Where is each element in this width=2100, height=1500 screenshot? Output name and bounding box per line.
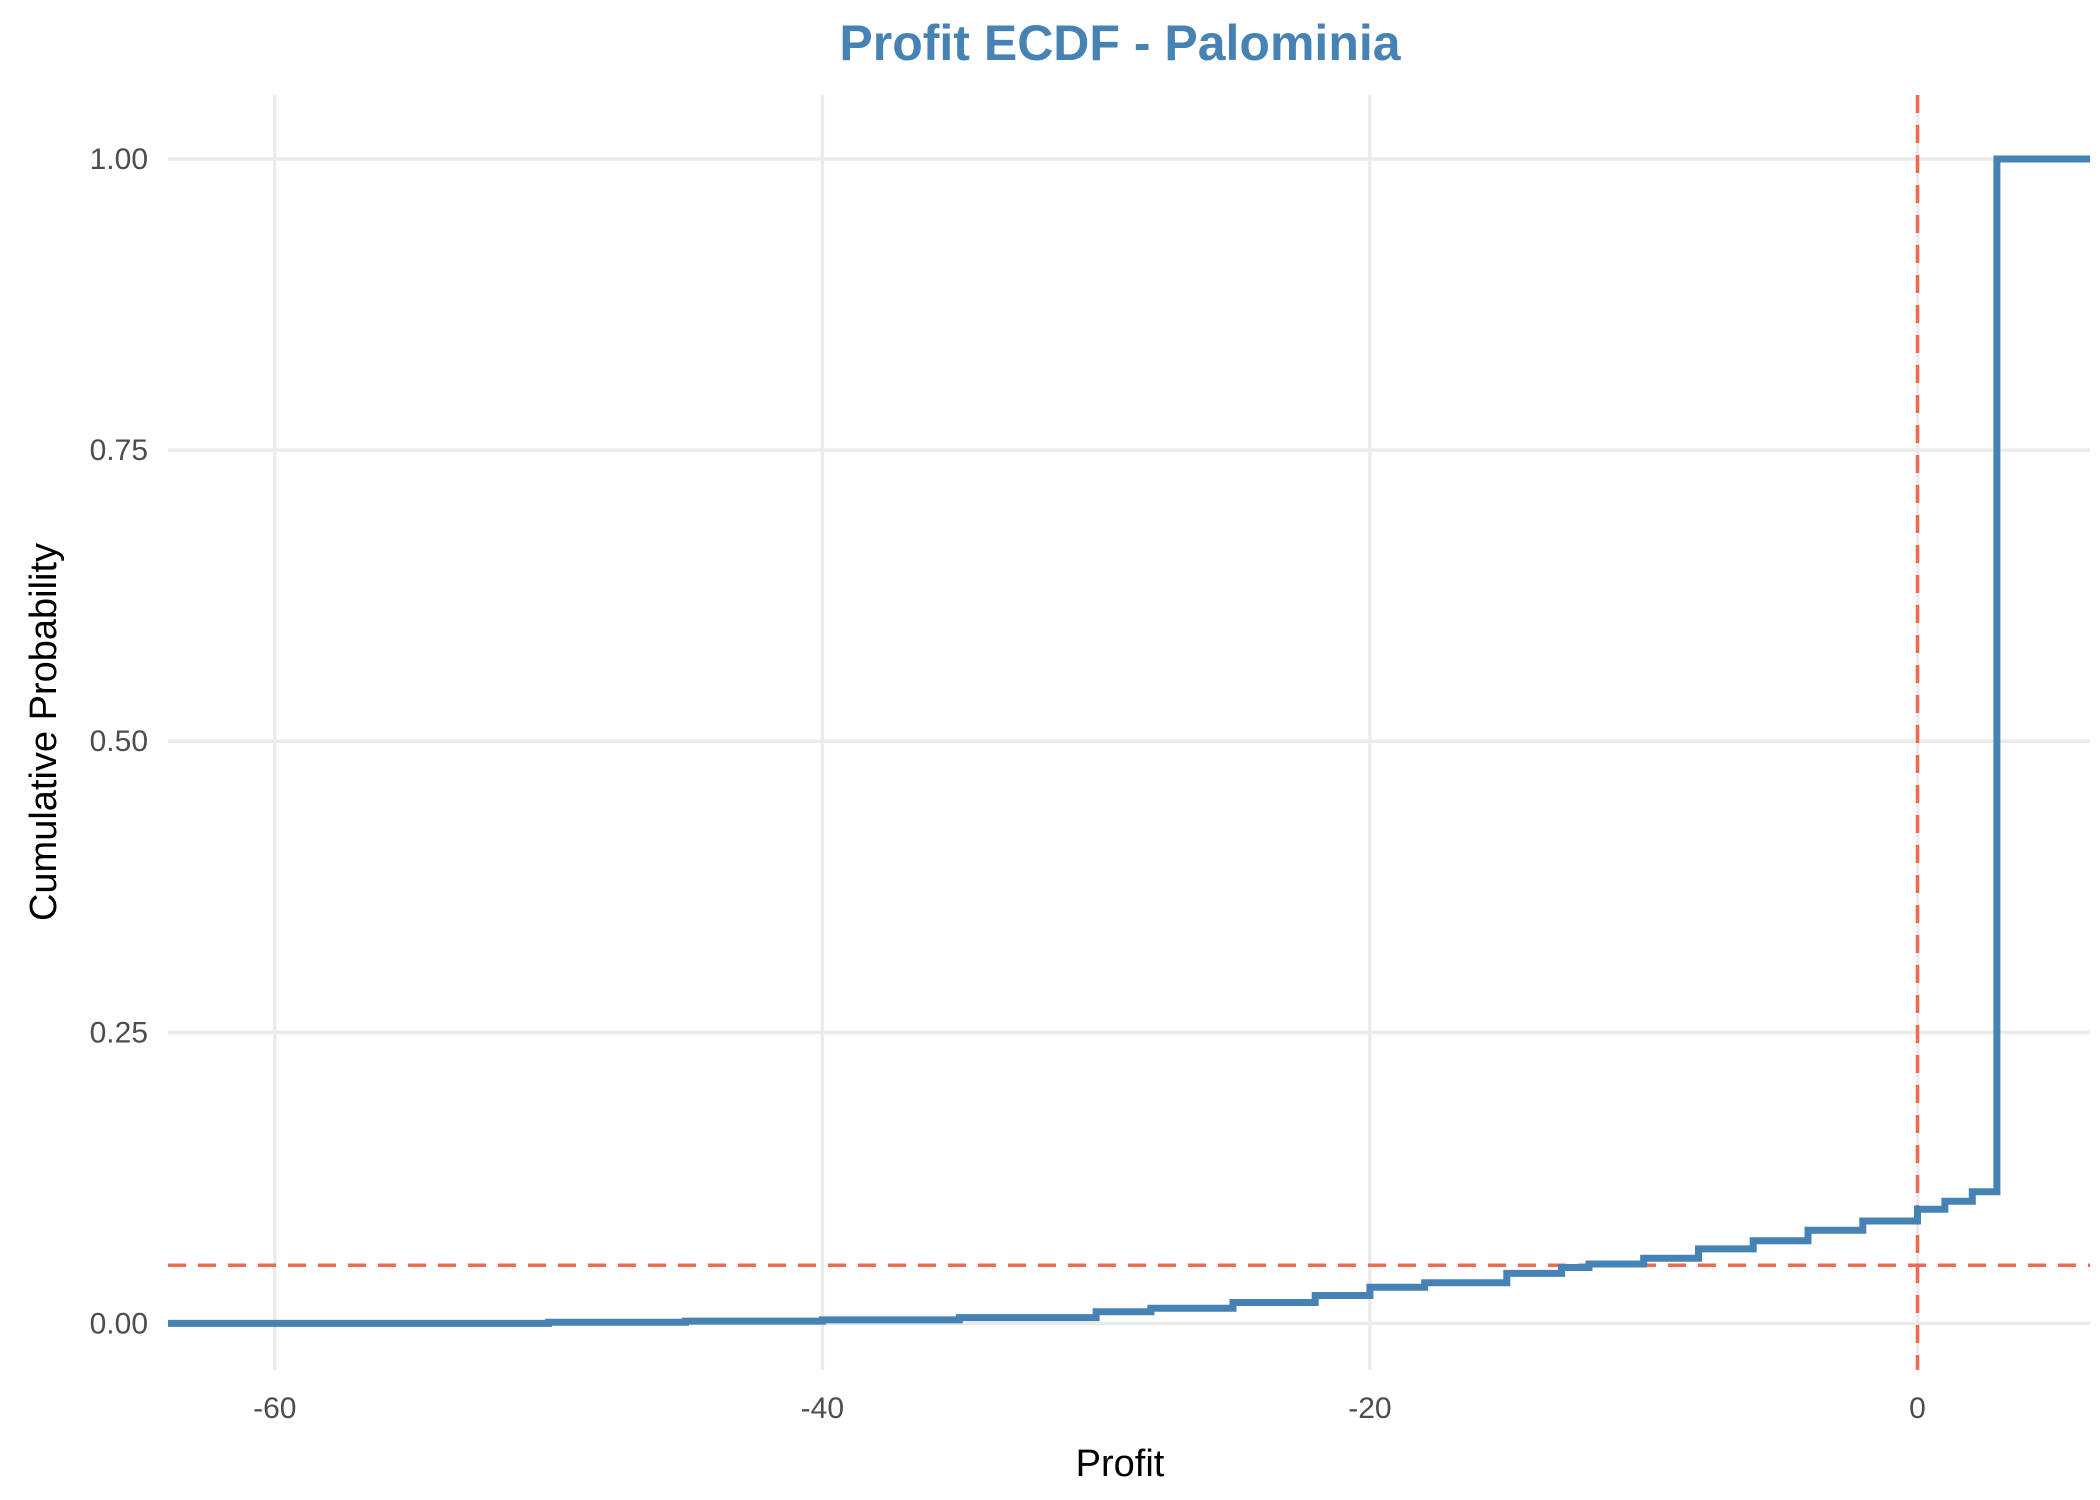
y-tick-label: 0.00 — [90, 1307, 148, 1340]
y-tick-label: 0.75 — [90, 434, 148, 467]
x-axis-label: Profit — [1076, 1443, 1165, 1485]
grid-lines — [168, 95, 2090, 1370]
tick-labels: -60 -40 -20 0 0.00 0.25 0.50 0.75 1.00 — [90, 143, 1926, 1425]
reference-lines — [168, 95, 2090, 1370]
x-tick-label: -40 — [801, 1392, 844, 1425]
series-layer — [168, 155, 2090, 1327]
x-tick-label: -60 — [253, 1392, 296, 1425]
ecdf-series-line — [168, 155, 2090, 1327]
x-tick-label: 0 — [1909, 1392, 1926, 1425]
chart-title: Profit ECDF - Palominia — [839, 15, 1401, 71]
y-tick-label: 1.00 — [90, 143, 148, 176]
y-axis-label: Cumulative Probability — [23, 543, 65, 921]
y-tick-label: 0.50 — [90, 725, 148, 758]
y-tick-label: 0.25 — [90, 1016, 148, 1049]
x-tick-label: -20 — [1348, 1392, 1391, 1425]
